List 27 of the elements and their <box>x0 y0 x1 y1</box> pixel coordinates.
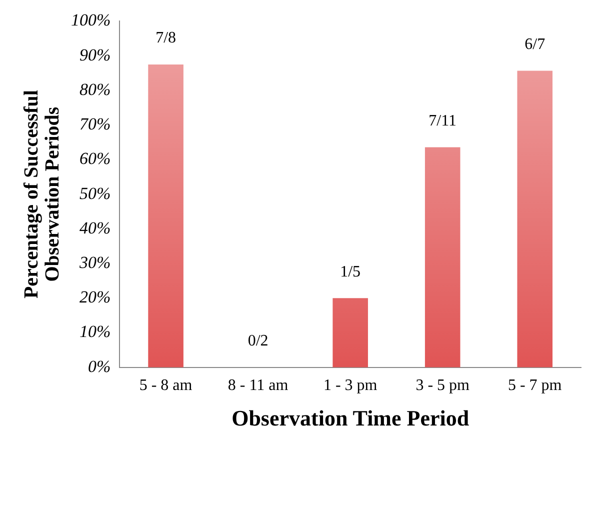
y-tick-label: 100% <box>70 10 111 30</box>
y-tick-label: 40% <box>79 218 111 238</box>
bar <box>332 298 368 368</box>
y-axis-title: Percentage of Successful Observation Periods <box>20 90 64 299</box>
annotation: 7/11 <box>428 112 457 130</box>
x-tick-label: 1 - 3 pm <box>323 377 378 394</box>
annotation: 1/5 <box>340 263 361 280</box>
x-axis-title: Observation Time Period <box>232 405 470 430</box>
y-tick-label: 30% <box>78 253 111 272</box>
bar <box>148 64 184 368</box>
x-tick-label: 5 - 7 pm <box>508 377 562 394</box>
y-tick-label: 50% <box>79 184 111 203</box>
x-tick-label: 3 - 5 pm <box>416 377 470 394</box>
annotation: 6/7 <box>524 36 546 53</box>
annotation: 7/8 <box>156 30 176 47</box>
y-tick-label: 20% <box>79 288 111 307</box>
y-tick-label: 80% <box>79 80 111 99</box>
x-tick-label: 5 - 8 am <box>139 377 193 394</box>
annotation: 0/2 <box>248 332 268 350</box>
y-tick-label: 0% <box>88 356 111 376</box>
y-tick-label: 10% <box>79 322 111 342</box>
y-tick-label: 90% <box>79 45 111 64</box>
x-tick-label: 8 - 11 am <box>228 377 289 394</box>
y-tick-label: 60% <box>79 149 111 168</box>
bar <box>517 70 553 368</box>
bar <box>424 147 460 368</box>
y-tick-label: 70% <box>79 114 111 134</box>
